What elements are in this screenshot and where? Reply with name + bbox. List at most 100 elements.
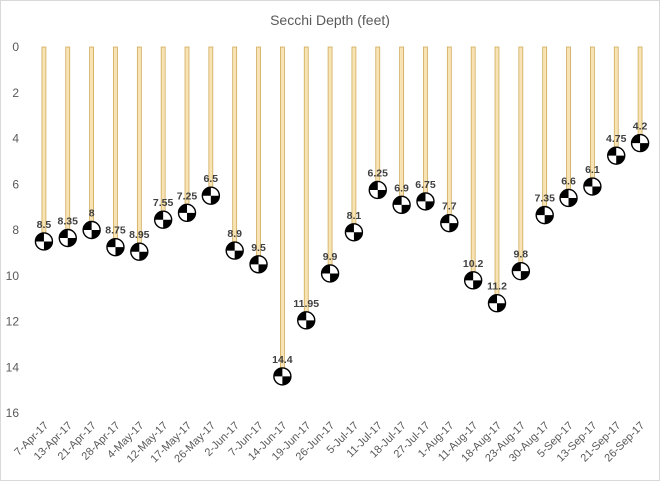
- data-label: 8.75: [105, 225, 126, 237]
- depth-bar: [351, 46, 357, 233]
- data-labels-group: 8.5 8.35 8 8.75 8.95 7.557.25 6.5 8.9 9.5 14.4 11.…: [37, 121, 648, 366]
- data-label: 8.5: [37, 219, 52, 231]
- secchi-disk-icon: [201, 186, 221, 205]
- secchi-disk-icon: [106, 237, 125, 257]
- secchi-disk-quadrant: [130, 243, 140, 252]
- secchi-disk-quadrant: [258, 264, 268, 273]
- depth-bar: [41, 46, 47, 242]
- secchi-disk-quadrant: [401, 204, 411, 214]
- secchi-disk-quadrant: [512, 262, 521, 272]
- data-label: 6.1: [585, 164, 600, 176]
- data-label: 9.8: [514, 249, 529, 261]
- secchi-disk-quadrant: [568, 197, 578, 207]
- data-label: 10.2: [463, 258, 484, 270]
- data-label: 6.5: [204, 173, 219, 185]
- data-label: 8.95: [129, 229, 150, 241]
- secchi-disk-quadrant: [306, 320, 315, 329]
- secchi-disk-quadrant: [273, 367, 283, 377]
- chart-title: Secchi Depth (feet): [270, 12, 390, 28]
- y-tick-label: 4: [12, 132, 19, 146]
- secchi-disk-quadrant: [297, 311, 307, 321]
- secchi-disk-icon: [82, 220, 101, 240]
- depth-bar: [542, 46, 548, 216]
- secchi-disk-quadrant: [187, 212, 196, 222]
- data-label: 4.75: [606, 133, 627, 145]
- secchi-disk-quadrant: [377, 189, 387, 199]
- y-tick-label: 12: [6, 315, 20, 329]
- secchi-disk-quadrant: [345, 223, 354, 233]
- secchi-disk-quadrant: [560, 189, 569, 198]
- secchi-disk-icon: [130, 242, 149, 261]
- data-label: 6.25: [368, 167, 389, 179]
- secchi-disk-quadrant: [321, 264, 331, 274]
- depth-bar: [303, 46, 309, 321]
- data-label: 6.75: [415, 179, 436, 191]
- depth-bar: [184, 46, 190, 214]
- depth-bar: [160, 46, 166, 221]
- data-label: 8: [89, 208, 95, 220]
- secchi-disk-quadrant: [154, 211, 164, 220]
- depth-bar: [399, 46, 404, 206]
- secchi-disk-quadrant: [607, 147, 617, 156]
- secchi-disk-icon: [177, 203, 197, 223]
- data-label: 6.6: [561, 175, 576, 187]
- secchi-disk-icon: [344, 223, 364, 242]
- data-label: 6.9: [394, 182, 409, 194]
- secchi-disk-quadrant: [178, 204, 187, 213]
- secchi-disk-quadrant: [353, 232, 363, 241]
- depth-bar: [89, 46, 94, 231]
- depth-bar: [280, 46, 285, 377]
- data-label: 14.4: [272, 354, 293, 366]
- secchi-disk-quadrant: [536, 206, 545, 216]
- y-tick-label: 10: [6, 269, 20, 283]
- data-label: 11.2: [487, 281, 507, 293]
- secchi-disk-quadrant: [83, 221, 92, 230]
- depth-bar: [470, 46, 476, 281]
- secchi-disk-quadrant: [425, 201, 434, 210]
- secchi-disk-quadrant: [497, 303, 506, 312]
- secchi-disk-icon: [297, 311, 316, 330]
- secchi-disk-quadrant: [640, 143, 649, 152]
- secchi-disk-quadrant: [631, 134, 641, 144]
- depth-bar: [518, 46, 524, 272]
- secchi-disk-quadrant: [43, 241, 53, 250]
- secchi-disk-quadrant: [234, 250, 244, 260]
- secchi-disk-quadrant: [282, 376, 291, 385]
- secchi-disk-icon: [630, 133, 650, 153]
- secchi-disk-quadrant: [473, 280, 482, 289]
- secchi-disk-quadrant: [369, 181, 378, 190]
- depth-bar: [446, 46, 452, 224]
- secchi-disk-quadrant: [250, 255, 259, 265]
- secchi-disk-icon: [535, 205, 554, 225]
- secchi-disk-quadrant: [592, 186, 601, 196]
- secchi-disk-icon: [440, 213, 459, 233]
- secchi-disk-quadrant: [226, 242, 235, 251]
- secchi-disk-icon: [463, 271, 483, 290]
- data-label: 7.7: [442, 201, 457, 213]
- secchi-disk-icon: [249, 255, 268, 274]
- secchi-disk-quadrant: [440, 214, 450, 224]
- secchi-disk-quadrant: [59, 229, 68, 239]
- y-tick-label: 2: [12, 86, 19, 100]
- data-label: 8.9: [227, 228, 242, 240]
- secchi-disk-quadrant: [416, 192, 426, 202]
- depth-bar: [494, 46, 500, 304]
- data-label: 11.95: [293, 298, 319, 310]
- y-tick-label: 0: [12, 40, 19, 54]
- secchi-disk-quadrant: [106, 238, 116, 248]
- data-label: 9.5: [251, 242, 266, 254]
- depth-bar: [136, 46, 142, 253]
- data-label: 7.55: [153, 197, 174, 209]
- y-tick-label: 16: [6, 406, 20, 420]
- data-label: 4.2: [633, 121, 648, 133]
- secchi-disk-icon: [320, 264, 340, 283]
- secchi-disk-quadrant: [330, 273, 339, 282]
- depth-bar: [327, 46, 333, 274]
- data-label: 8.1: [347, 210, 362, 222]
- secchi-disk-quadrant: [464, 271, 474, 281]
- secchi-disk-icon: [368, 180, 387, 200]
- secchi-disk-quadrant: [67, 238, 77, 247]
- secchi-disk-icon: [58, 228, 77, 248]
- y-tick-label: 14: [6, 360, 20, 374]
